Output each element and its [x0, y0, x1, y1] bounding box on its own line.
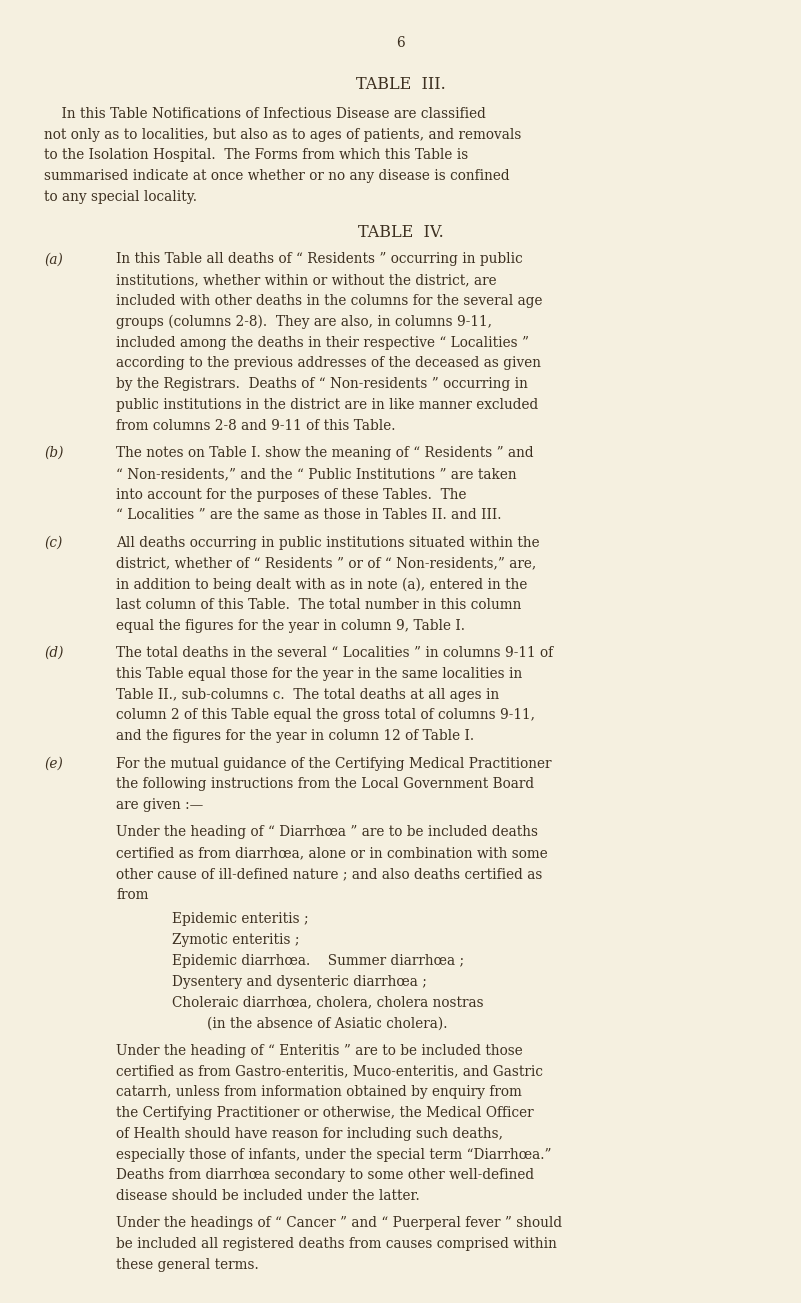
Text: these general terms.: these general terms. [116, 1257, 259, 1272]
Text: In this Table all deaths of “ Residents ” occurring in public: In this Table all deaths of “ Residents … [116, 253, 523, 266]
Text: (c): (c) [44, 536, 62, 550]
Text: Under the heading of “ Diarrhœa ” are to be included deaths: Under the heading of “ Diarrhœa ” are to… [116, 825, 538, 839]
Text: included with other deaths in the columns for the several age: included with other deaths in the column… [116, 294, 542, 308]
Text: this Table equal those for the year in the same localities in: this Table equal those for the year in t… [116, 667, 522, 681]
Text: in addition to being dealt with as in note (a), entered in the: in addition to being dealt with as in no… [116, 577, 528, 592]
Text: TABLE  IV.: TABLE IV. [357, 224, 444, 241]
Text: column 2 of this Table equal the gross total of columns 9-11,: column 2 of this Table equal the gross t… [116, 709, 535, 722]
Text: institutions, whether within or without the district, are: institutions, whether within or without … [116, 274, 497, 287]
Text: according to the previous addresses of the deceased as given: according to the previous addresses of t… [116, 357, 541, 370]
Text: equal the figures for the year in column 9, Table I.: equal the figures for the year in column… [116, 619, 465, 633]
Text: All deaths occurring in public institutions situated within the: All deaths occurring in public instituti… [116, 536, 540, 550]
Text: (e): (e) [44, 757, 63, 770]
Text: The notes on Table I. show the meaning of “ Residents ” and: The notes on Table I. show the meaning o… [116, 446, 533, 460]
Text: (a): (a) [44, 253, 63, 266]
Text: The total deaths in the several “ Localities ” in columns 9-11 of: The total deaths in the several “ Locali… [116, 646, 553, 661]
Text: TABLE  III.: TABLE III. [356, 76, 445, 93]
Text: not only as to localities, but also as to ages of patients, and removals: not only as to localities, but also as t… [44, 128, 521, 142]
Text: Choleraic diarrhœa, cholera, cholera nostras: Choleraic diarrhœa, cholera, cholera nos… [172, 995, 484, 1010]
Text: “ Non-residents,” and the “ Public Institutions ” are taken: “ Non-residents,” and the “ Public Insti… [116, 466, 517, 481]
Text: and the figures for the year in column 12 of Table I.: and the figures for the year in column 1… [116, 730, 474, 743]
Text: included among the deaths in their respective “ Localities ”: included among the deaths in their respe… [116, 336, 529, 349]
Text: be included all registered deaths from causes comprised within: be included all registered deaths from c… [116, 1238, 557, 1251]
Text: Deaths from diarrhœa secondary to some other well-defined: Deaths from diarrhœa secondary to some o… [116, 1169, 534, 1182]
Text: the Certifying Practitioner or otherwise, the Medical Officer: the Certifying Practitioner or otherwise… [116, 1106, 533, 1121]
Text: by the Registrars.  Deaths of “ Non-residents ” occurring in: by the Registrars. Deaths of “ Non-resid… [116, 377, 528, 391]
Text: the following instructions from the Local Government Board: the following instructions from the Loca… [116, 778, 534, 791]
Text: Zymotic enteritis ;: Zymotic enteritis ; [172, 933, 300, 947]
Text: groups (columns 2-8).  They are also, in columns 9-11,: groups (columns 2-8). They are also, in … [116, 315, 492, 330]
Text: Table II., sub-columns c.  The total deaths at all ages in: Table II., sub-columns c. The total deat… [116, 688, 499, 701]
Text: catarrh, unless from information obtained by enquiry from: catarrh, unless from information obtaine… [116, 1085, 522, 1100]
Text: certified as from diarrhœa, alone or in combination with some: certified as from diarrhœa, alone or in … [116, 846, 548, 860]
Text: summarised indicate at once whether or no any disease is confined: summarised indicate at once whether or n… [44, 169, 509, 184]
Text: Epidemic enteritis ;: Epidemic enteritis ; [172, 912, 309, 926]
Text: 6: 6 [396, 36, 405, 51]
Text: to the Isolation Hospital.  The Forms from which this Table is: to the Isolation Hospital. The Forms fro… [44, 149, 469, 163]
Text: Under the heading of “ Enteritis ” are to be included those: Under the heading of “ Enteritis ” are t… [116, 1044, 523, 1058]
Text: into account for the purposes of these Tables.  The: into account for the purposes of these T… [116, 487, 467, 502]
Text: especially those of infants, under the special term “Diarrhœa.”: especially those of infants, under the s… [116, 1148, 552, 1161]
Text: In this Table Notifications of Infectious Disease are classified: In this Table Notifications of Infectiou… [44, 107, 486, 121]
Text: (in the absence of Asiatic cholera).: (in the absence of Asiatic cholera). [172, 1016, 448, 1031]
Text: to any special locality.: to any special locality. [44, 190, 197, 205]
Text: (d): (d) [44, 646, 63, 661]
Text: public institutions in the district are in like manner excluded: public institutions in the district are … [116, 397, 538, 412]
Text: Under the headings of “ Cancer ” and “ Puerperal fever ” should: Under the headings of “ Cancer ” and “ P… [116, 1217, 562, 1230]
Text: from columns 2-8 and 9-11 of this Table.: from columns 2-8 and 9-11 of this Table. [116, 418, 396, 433]
Text: last column of this Table.  The total number in this column: last column of this Table. The total num… [116, 598, 521, 612]
Text: Dysentery and dysenteric diarrhœa ;: Dysentery and dysenteric diarrhœa ; [172, 975, 427, 989]
Text: disease should be included under the latter.: disease should be included under the lat… [116, 1190, 420, 1203]
Text: other cause of ill-defined nature ; and also deaths certified as: other cause of ill-defined nature ; and … [116, 866, 542, 881]
Text: For the mutual guidance of the Certifying Medical Practitioner: For the mutual guidance of the Certifyin… [116, 757, 552, 770]
Text: from: from [116, 887, 149, 902]
Text: of Health should have reason for including such deaths,: of Health should have reason for includi… [116, 1127, 503, 1140]
Text: Epidemic diarrhœa.    Summer diarrhœa ;: Epidemic diarrhœa. Summer diarrhœa ; [172, 954, 465, 968]
Text: are given :—: are given :— [116, 799, 203, 812]
Text: (b): (b) [44, 446, 63, 460]
Text: certified as from Gastro-enteritis, Muco-enteritis, and Gastric: certified as from Gastro-enteritis, Muco… [116, 1065, 543, 1079]
Text: “ Localities ” are the same as those in Tables II. and III.: “ Localities ” are the same as those in … [116, 508, 501, 523]
Text: district, whether of “ Residents ” or of “ Non-residents,” are,: district, whether of “ Residents ” or of… [116, 556, 537, 571]
